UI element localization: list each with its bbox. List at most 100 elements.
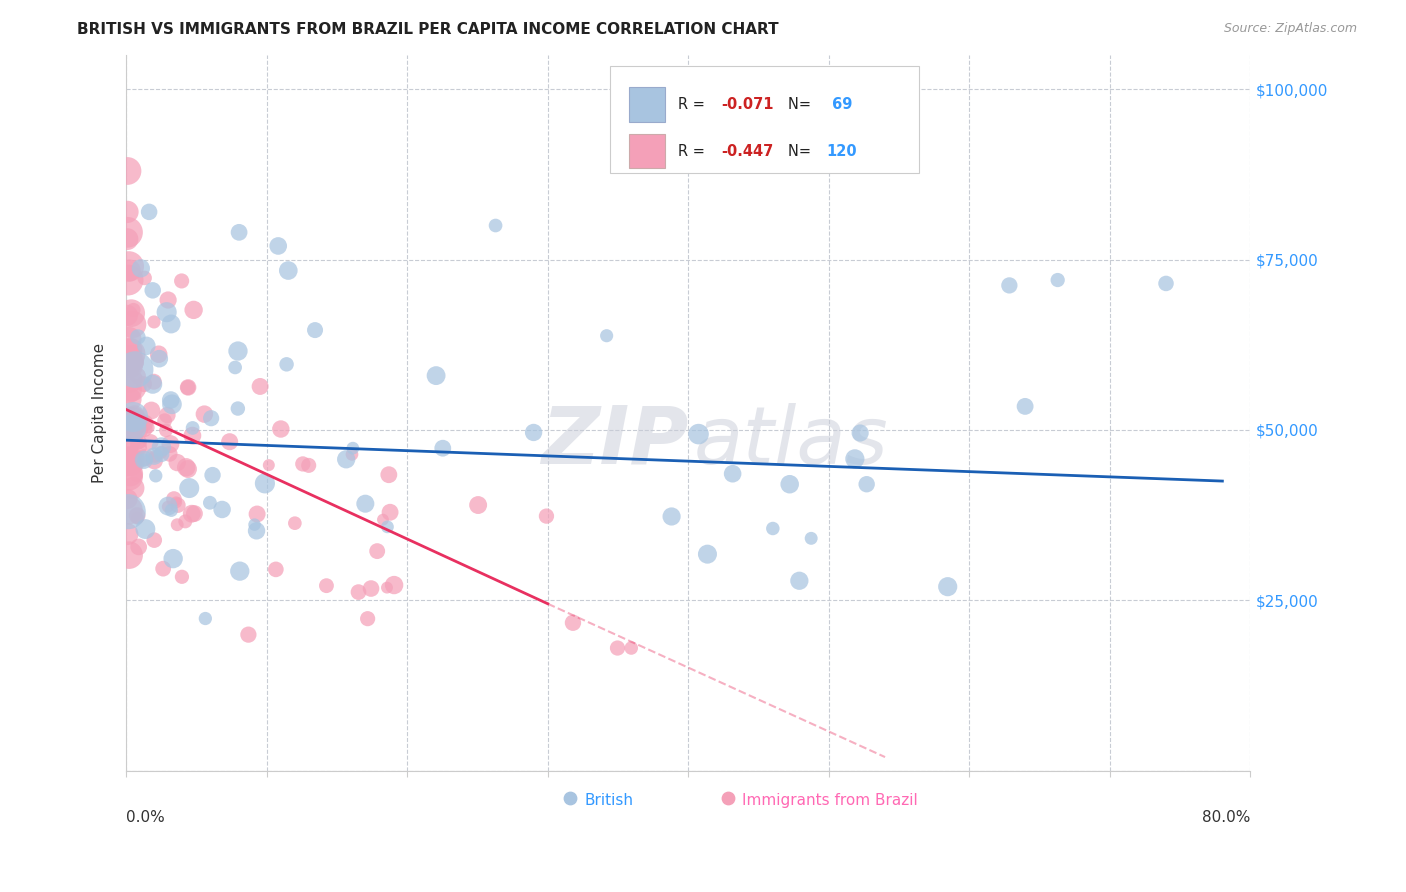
Point [936, 580, 959, 594]
Point [120, 343, 142, 357]
Point [117, 527, 139, 541]
Point [127, 508, 149, 523]
Point [118, 469, 141, 483]
Point [129, 261, 152, 276]
Point [166, 517, 188, 532]
Point [127, 368, 149, 383]
Point [117, 205, 139, 219]
Point [193, 407, 215, 421]
Point [378, 505, 401, 519]
Point [120, 379, 142, 393]
Point [354, 497, 377, 511]
Point [425, 368, 447, 383]
Point [159, 447, 181, 461]
Text: 0.0%: 0.0% [127, 810, 165, 825]
Point [134, 522, 156, 536]
Text: 80.0%: 80.0% [1202, 810, 1250, 825]
Point [347, 585, 370, 599]
Point [138, 205, 160, 219]
Point [432, 441, 454, 455]
Point [127, 440, 149, 454]
Point [335, 452, 357, 467]
Text: 69: 69 [827, 97, 852, 112]
Point [198, 496, 221, 510]
Text: -0.071: -0.071 [721, 97, 773, 112]
Text: -0.447: -0.447 [721, 144, 773, 159]
Point [122, 416, 145, 430]
Point [118, 263, 141, 277]
FancyBboxPatch shape [628, 87, 665, 121]
Point [177, 380, 200, 394]
Point [159, 392, 181, 407]
Point [291, 457, 314, 471]
Point [595, 328, 617, 343]
Point [118, 373, 141, 387]
Point [148, 351, 170, 366]
Point [276, 357, 298, 371]
Point [606, 640, 628, 655]
Point [523, 425, 546, 440]
Point [117, 438, 139, 452]
Point [156, 499, 179, 513]
Text: R =: R = [678, 97, 710, 112]
Point [118, 548, 141, 562]
Point [120, 454, 142, 468]
Point [342, 441, 364, 455]
Point [277, 263, 299, 277]
Point [132, 377, 155, 392]
Point [117, 503, 139, 517]
Text: atlas: atlas [695, 402, 889, 481]
Point [696, 547, 718, 561]
Point [156, 500, 179, 514]
Point [661, 509, 683, 524]
Text: 120: 120 [827, 144, 858, 159]
Point [117, 453, 139, 467]
Point [721, 467, 744, 481]
Point [118, 392, 141, 407]
Point [122, 302, 145, 317]
Point [779, 477, 801, 491]
Point [253, 476, 276, 491]
Point [128, 540, 150, 554]
Point [800, 532, 823, 546]
Point [150, 447, 173, 461]
Point [152, 562, 174, 576]
Point [849, 425, 872, 440]
Point [243, 517, 266, 532]
Point [150, 440, 173, 454]
Text: Immigrants from Brazil: Immigrants from Brazil [742, 793, 918, 808]
Point [211, 502, 233, 516]
Point [117, 491, 139, 506]
Point [122, 481, 145, 495]
Point [371, 513, 394, 527]
Point [120, 349, 142, 363]
Point [142, 377, 165, 392]
Point [121, 420, 143, 434]
Point [264, 562, 287, 576]
Point [120, 306, 142, 320]
Point [121, 415, 143, 429]
Point [118, 260, 141, 274]
Point [378, 467, 401, 482]
Point [181, 428, 204, 442]
Point [129, 424, 152, 438]
Text: British: British [585, 793, 634, 808]
Point [122, 425, 145, 439]
Point [249, 379, 271, 393]
Point [304, 323, 326, 337]
Text: BRITISH VS IMMIGRANTS FROM BRAZIL PER CAPITA INCOME CORRELATION CHART: BRITISH VS IMMIGRANTS FROM BRAZIL PER CA… [77, 22, 779, 37]
Point [135, 339, 157, 353]
Point [257, 458, 280, 472]
Point [142, 375, 165, 389]
Point [177, 380, 200, 394]
Point [118, 332, 141, 346]
Point [671, 764, 693, 778]
Point [117, 413, 139, 427]
Point [117, 505, 139, 519]
FancyBboxPatch shape [628, 134, 665, 169]
Point [200, 411, 222, 425]
Point [238, 627, 260, 641]
Point [134, 450, 156, 465]
Point [789, 574, 811, 588]
Point [157, 293, 180, 307]
